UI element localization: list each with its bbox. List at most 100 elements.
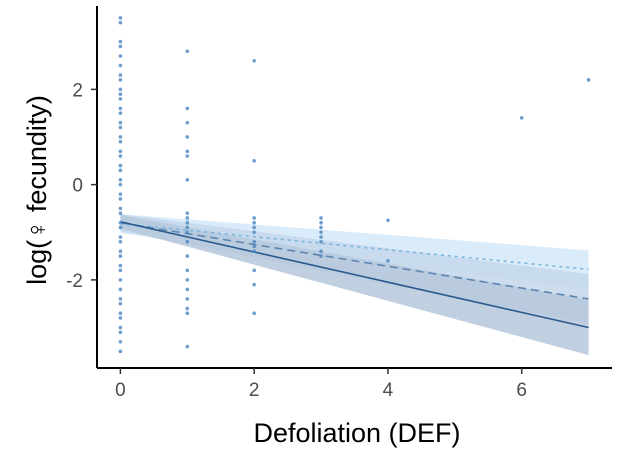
x-axis-title: Defoliation (DEF) bbox=[253, 418, 460, 448]
data-point bbox=[185, 287, 190, 292]
data-point bbox=[185, 297, 190, 301]
data-point bbox=[252, 282, 256, 287]
data-point bbox=[118, 54, 123, 58]
data-point bbox=[118, 78, 123, 82]
confidence-band-solid bbox=[120, 215, 589, 356]
data-point bbox=[118, 311, 123, 316]
data-point bbox=[118, 340, 123, 344]
data-point bbox=[118, 192, 123, 196]
data-point bbox=[118, 254, 123, 258]
data-point bbox=[118, 73, 123, 77]
data-point bbox=[118, 120, 123, 125]
data-point bbox=[118, 182, 123, 187]
data-point bbox=[252, 249, 256, 254]
data-point bbox=[386, 218, 390, 223]
data-point bbox=[185, 239, 190, 244]
data-point bbox=[185, 135, 190, 139]
y-tick-label: 2 bbox=[72, 80, 83, 101]
data-point bbox=[118, 239, 123, 244]
data-point bbox=[118, 125, 123, 130]
data-point bbox=[185, 225, 190, 230]
fit-lines bbox=[120, 220, 589, 329]
data-point bbox=[319, 235, 323, 239]
data-point bbox=[185, 211, 190, 215]
x-tick-label: 6 bbox=[516, 380, 527, 401]
data-point bbox=[118, 39, 123, 44]
data-point bbox=[118, 111, 123, 115]
x-tick-label: 4 bbox=[383, 380, 394, 401]
data-point bbox=[252, 244, 256, 249]
data-point bbox=[185, 120, 190, 125]
data-point bbox=[118, 225, 123, 230]
data-point bbox=[185, 278, 190, 282]
data-point bbox=[185, 178, 190, 182]
fit-line-dashed bbox=[120, 221, 589, 300]
x-tick-label: 2 bbox=[249, 380, 260, 401]
data-point bbox=[118, 149, 123, 154]
y-axis-ticks: -2 0 2 bbox=[66, 80, 97, 292]
data-point bbox=[185, 268, 190, 273]
data-point bbox=[319, 225, 323, 230]
data-point bbox=[118, 249, 123, 254]
y-axis-title: log(♀ fecundity) bbox=[22, 95, 52, 285]
fit-line-solid bbox=[120, 220, 589, 329]
data-point bbox=[185, 311, 190, 316]
data-point bbox=[185, 230, 190, 235]
data-point bbox=[118, 168, 123, 173]
y-tick-label: -2 bbox=[66, 271, 83, 292]
data-point bbox=[185, 220, 190, 225]
data-point bbox=[185, 154, 190, 158]
data-point bbox=[586, 78, 591, 82]
data-point bbox=[118, 325, 123, 330]
data-point bbox=[252, 311, 256, 316]
data-point bbox=[118, 206, 123, 211]
data-point bbox=[252, 225, 256, 230]
data-point bbox=[185, 149, 190, 154]
data-point bbox=[118, 268, 123, 273]
data-point bbox=[118, 211, 123, 215]
data-point bbox=[319, 254, 323, 258]
data-point bbox=[118, 178, 123, 182]
data-point bbox=[319, 249, 323, 254]
data-point bbox=[118, 278, 123, 282]
data-point bbox=[118, 263, 123, 268]
data-point bbox=[118, 349, 123, 354]
x-axis-ticks: 0 2 4 6 bbox=[115, 368, 527, 401]
data-point bbox=[252, 230, 256, 235]
data-point bbox=[118, 63, 123, 68]
data-point bbox=[185, 254, 190, 258]
data-point bbox=[118, 154, 123, 158]
data-point bbox=[252, 239, 256, 244]
data-point bbox=[118, 235, 123, 239]
data-point bbox=[252, 216, 256, 220]
data-point bbox=[118, 163, 123, 168]
data-point bbox=[118, 197, 123, 201]
data-point bbox=[118, 97, 123, 101]
data-point bbox=[118, 330, 123, 335]
data-point bbox=[319, 216, 323, 220]
x-tick-label: 0 bbox=[115, 380, 126, 401]
data-point bbox=[118, 16, 123, 20]
data-point bbox=[118, 135, 123, 139]
data-point bbox=[252, 159, 256, 163]
data-point bbox=[118, 106, 123, 111]
data-point bbox=[118, 139, 123, 144]
data-point bbox=[319, 230, 323, 235]
data-point bbox=[386, 259, 390, 263]
data-point bbox=[319, 220, 323, 225]
data-point bbox=[185, 106, 190, 111]
data-point bbox=[118, 92, 123, 96]
confidence-bands bbox=[120, 214, 589, 356]
y-tick-label: 0 bbox=[72, 176, 83, 197]
data-point bbox=[252, 220, 256, 225]
data-point bbox=[319, 239, 323, 244]
data-point bbox=[185, 216, 190, 220]
data-point bbox=[519, 116, 524, 120]
data-point bbox=[118, 220, 123, 225]
data-point bbox=[185, 344, 190, 349]
data-point bbox=[252, 58, 256, 63]
data-point bbox=[185, 306, 190, 311]
data-point bbox=[252, 268, 256, 273]
data-point bbox=[118, 301, 123, 306]
